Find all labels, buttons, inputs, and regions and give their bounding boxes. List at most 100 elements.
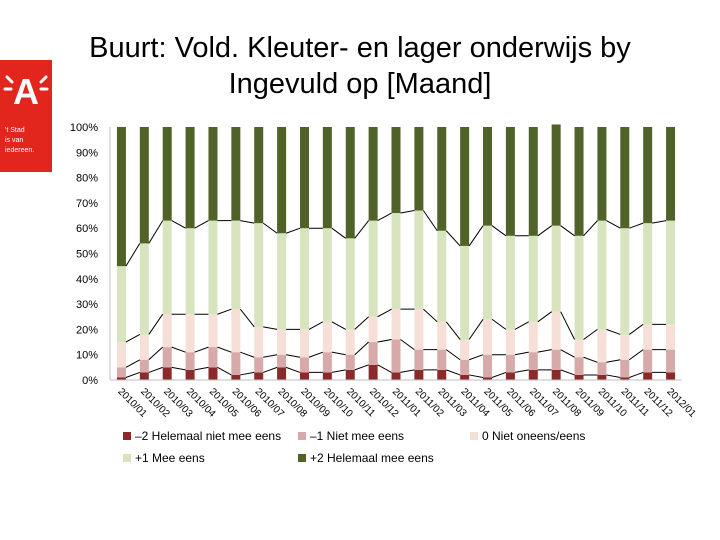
bar-segment — [643, 324, 653, 350]
bar-segment — [437, 349, 447, 370]
bar-segment — [414, 210, 424, 310]
bar-segment — [368, 316, 378, 343]
bar-segment — [254, 372, 264, 380]
bar-segment — [391, 309, 401, 340]
bar-segment — [597, 220, 607, 330]
bar-segment — [460, 359, 470, 375]
bar-segment — [368, 342, 378, 365]
bar-segment — [597, 362, 607, 375]
bar-segment — [391, 213, 401, 310]
bar-segment — [460, 245, 470, 340]
bar-segment — [368, 364, 378, 380]
bar-segment — [574, 235, 584, 340]
bar-segment — [620, 359, 630, 378]
bar-segment — [620, 127, 630, 229]
bar-segment — [231, 127, 241, 221]
bar-segment — [643, 127, 653, 224]
bar-segment — [185, 369, 195, 380]
bar-segment — [437, 369, 447, 380]
bar-segment — [414, 309, 424, 350]
bar-segment — [185, 352, 195, 370]
y-tick-label: 100% — [70, 122, 98, 134]
bar-segment — [231, 220, 241, 310]
bar-segment — [139, 127, 149, 244]
bar-segment — [322, 321, 332, 353]
bar-segment — [528, 321, 538, 353]
legend-label: –2 Helemaal niet mee eens — [135, 429, 282, 443]
bar-segment — [299, 329, 309, 358]
legend-swatch — [298, 432, 306, 440]
bar-segment — [620, 228, 630, 335]
legend-label: –1 Niet mee eens — [310, 429, 405, 443]
bar-segment — [505, 127, 515, 236]
bar-segment — [345, 369, 355, 380]
legend-label: 0 Niet oneens/eens — [482, 429, 586, 443]
bar-segment — [116, 367, 126, 378]
series-connector-line — [125, 339, 667, 368]
bar-segment — [437, 230, 447, 322]
bar-segment — [551, 225, 561, 312]
bar-segment — [414, 369, 424, 380]
bar-segment — [208, 367, 218, 380]
series-connector-line — [125, 308, 667, 343]
y-tick-label: 80% — [76, 173, 98, 185]
bar-segment — [483, 354, 493, 378]
bar-segment — [597, 127, 607, 221]
legend-item: 0 Niet oneens/eens — [470, 429, 585, 443]
y-tick-label: 50% — [76, 249, 98, 261]
bar-segment — [666, 127, 676, 221]
bar-segment — [299, 228, 309, 330]
bar-segment — [299, 357, 309, 373]
series-connector-line — [125, 209, 667, 267]
y-tick-label: 0% — [82, 375, 98, 387]
legend-item: +2 Helemaal mee eens — [298, 451, 434, 465]
bar-segment — [391, 372, 401, 380]
bar-segment — [277, 367, 287, 380]
bar-segment — [162, 347, 172, 368]
bar-segment — [162, 127, 172, 221]
series-connector-line — [125, 364, 667, 378]
bar-segment — [528, 352, 538, 370]
legend-swatch — [470, 432, 478, 440]
bar-segment — [185, 228, 195, 315]
bar-segment — [322, 352, 332, 373]
bar-segment — [277, 127, 287, 234]
logo-a-icon: A — [3, 71, 49, 112]
bar-segment — [574, 357, 584, 375]
bar-segment — [528, 127, 538, 236]
bar-segment — [277, 354, 287, 368]
bar-segment — [231, 352, 241, 375]
bar-segment — [208, 314, 218, 348]
y-tick-label: 60% — [76, 223, 98, 235]
bar-segment — [551, 369, 561, 380]
bar-segment — [162, 314, 172, 348]
bar-segment — [483, 319, 493, 355]
bar-segment — [643, 349, 653, 373]
bar-segment — [437, 127, 447, 231]
bar-segment — [322, 228, 332, 322]
bar-segment — [254, 326, 264, 358]
bar-segment — [505, 354, 515, 373]
bar-segment — [139, 334, 149, 360]
bar-segment — [231, 309, 241, 353]
bar-segment — [483, 377, 493, 380]
bar-segment — [414, 349, 424, 370]
bar-segment — [620, 377, 630, 380]
bar-segment — [299, 372, 309, 380]
bar-segment — [460, 374, 470, 380]
bar-segment — [345, 127, 355, 239]
bar-segment — [116, 377, 126, 380]
bar-segment — [368, 220, 378, 317]
bar-segment — [116, 127, 126, 267]
bar-segment — [345, 238, 355, 330]
bar-segment — [460, 339, 470, 360]
y-tick-label: 90% — [76, 147, 98, 159]
bar-segment — [345, 354, 355, 370]
bar-segment — [666, 220, 676, 325]
bar-segment — [391, 339, 401, 373]
bar-segment — [254, 357, 264, 373]
bar-segment — [483, 225, 493, 320]
bar-segment — [551, 349, 561, 370]
y-tick-label: 20% — [76, 324, 98, 336]
y-tick-label: 10% — [76, 350, 98, 362]
